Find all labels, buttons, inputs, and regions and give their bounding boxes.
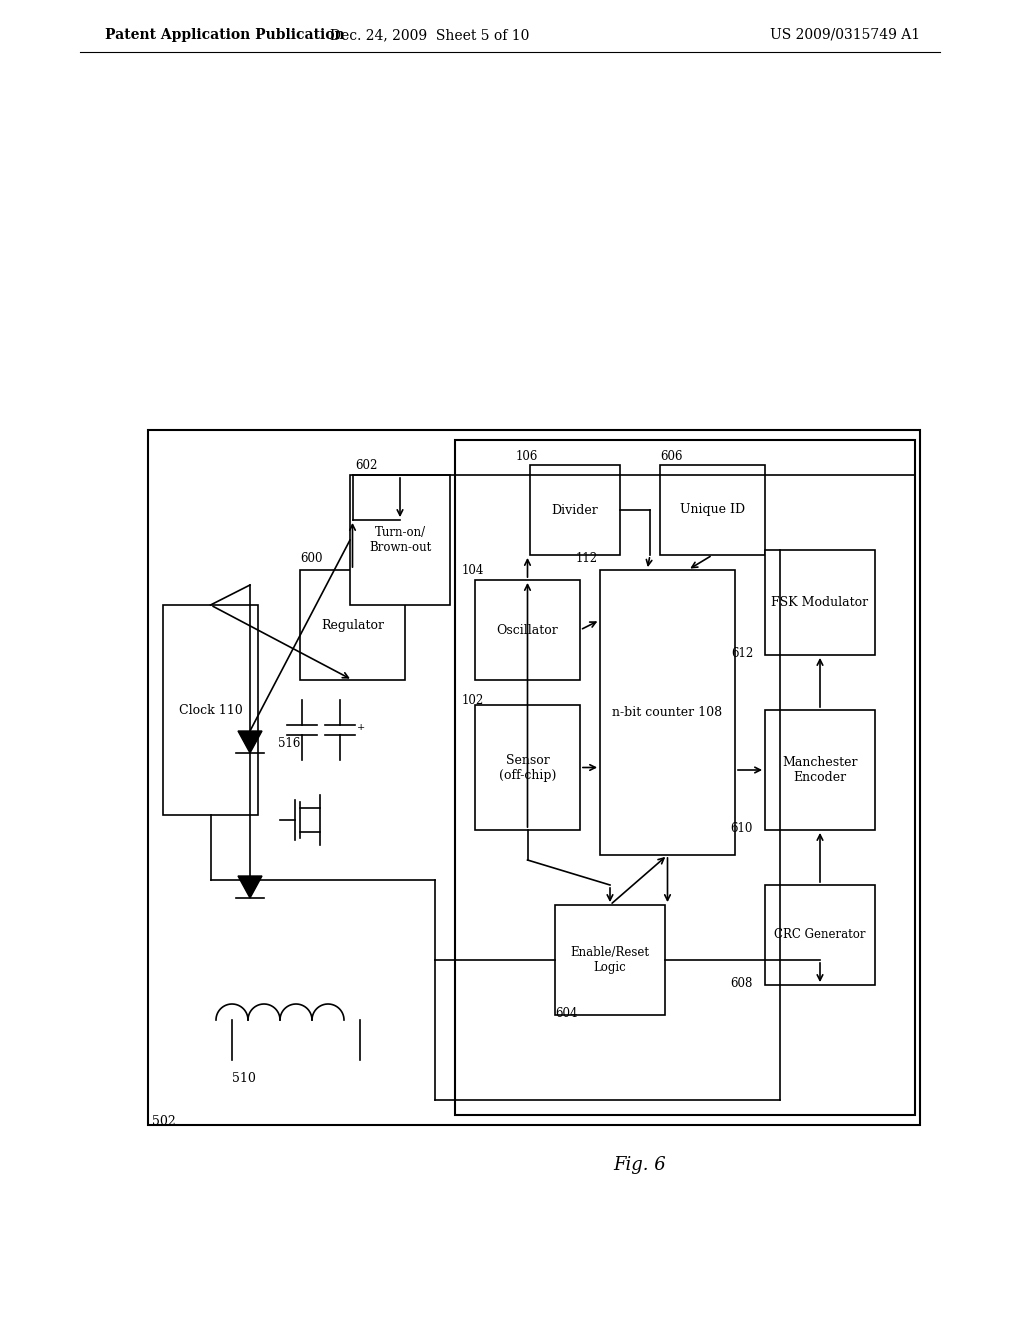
Text: 112: 112 (575, 552, 598, 565)
Text: Clock 110: Clock 110 (178, 704, 243, 717)
Text: 510: 510 (232, 1072, 256, 1085)
Text: Unique ID: Unique ID (680, 503, 745, 516)
Text: 102: 102 (462, 694, 484, 708)
Bar (148, 430, 920, 1125)
Text: 604: 604 (555, 1007, 578, 1020)
Text: +: + (357, 723, 366, 733)
Text: 608: 608 (731, 977, 753, 990)
Text: US 2009/0315749 A1: US 2009/0315749 A1 (770, 28, 920, 42)
Bar (455, 440, 915, 1115)
Text: 610: 610 (731, 822, 753, 836)
Bar (475, 579, 580, 680)
Bar (530, 465, 620, 554)
Bar (765, 710, 874, 830)
Text: 600: 600 (300, 552, 323, 565)
Bar (350, 475, 450, 605)
Bar (660, 465, 765, 554)
Text: Patent Application Publication: Patent Application Publication (105, 28, 345, 42)
Text: Sensor
(off-chip): Sensor (off-chip) (499, 754, 556, 781)
Bar (765, 550, 874, 655)
Text: CRC Generator: CRC Generator (774, 928, 865, 941)
Text: Fig. 6: Fig. 6 (613, 1156, 667, 1173)
Text: Regulator: Regulator (321, 619, 384, 631)
Text: 502: 502 (152, 1115, 176, 1129)
Text: FSK Modulator: FSK Modulator (771, 597, 868, 609)
Text: 106: 106 (516, 450, 539, 463)
Text: 612: 612 (731, 647, 753, 660)
Text: 606: 606 (660, 450, 683, 463)
Bar (555, 906, 665, 1015)
Bar (163, 605, 258, 814)
Text: Dec. 24, 2009  Sheet 5 of 10: Dec. 24, 2009 Sheet 5 of 10 (331, 28, 529, 42)
Bar (765, 884, 874, 985)
Text: 516: 516 (278, 737, 300, 750)
Polygon shape (238, 876, 262, 898)
Text: 602: 602 (355, 459, 378, 473)
Bar (475, 705, 580, 830)
Text: Oscillator: Oscillator (497, 623, 558, 636)
Text: Manchester
Encoder: Manchester Encoder (782, 756, 858, 784)
Text: Turn-on/
Brown-out: Turn-on/ Brown-out (369, 525, 431, 554)
Text: 104: 104 (462, 564, 484, 577)
Text: Enable/Reset
Logic: Enable/Reset Logic (570, 946, 649, 974)
Polygon shape (238, 731, 262, 752)
Bar (300, 570, 406, 680)
Text: n-bit counter 108: n-bit counter 108 (612, 706, 723, 719)
Bar (600, 570, 735, 855)
Text: Divider: Divider (552, 503, 598, 516)
